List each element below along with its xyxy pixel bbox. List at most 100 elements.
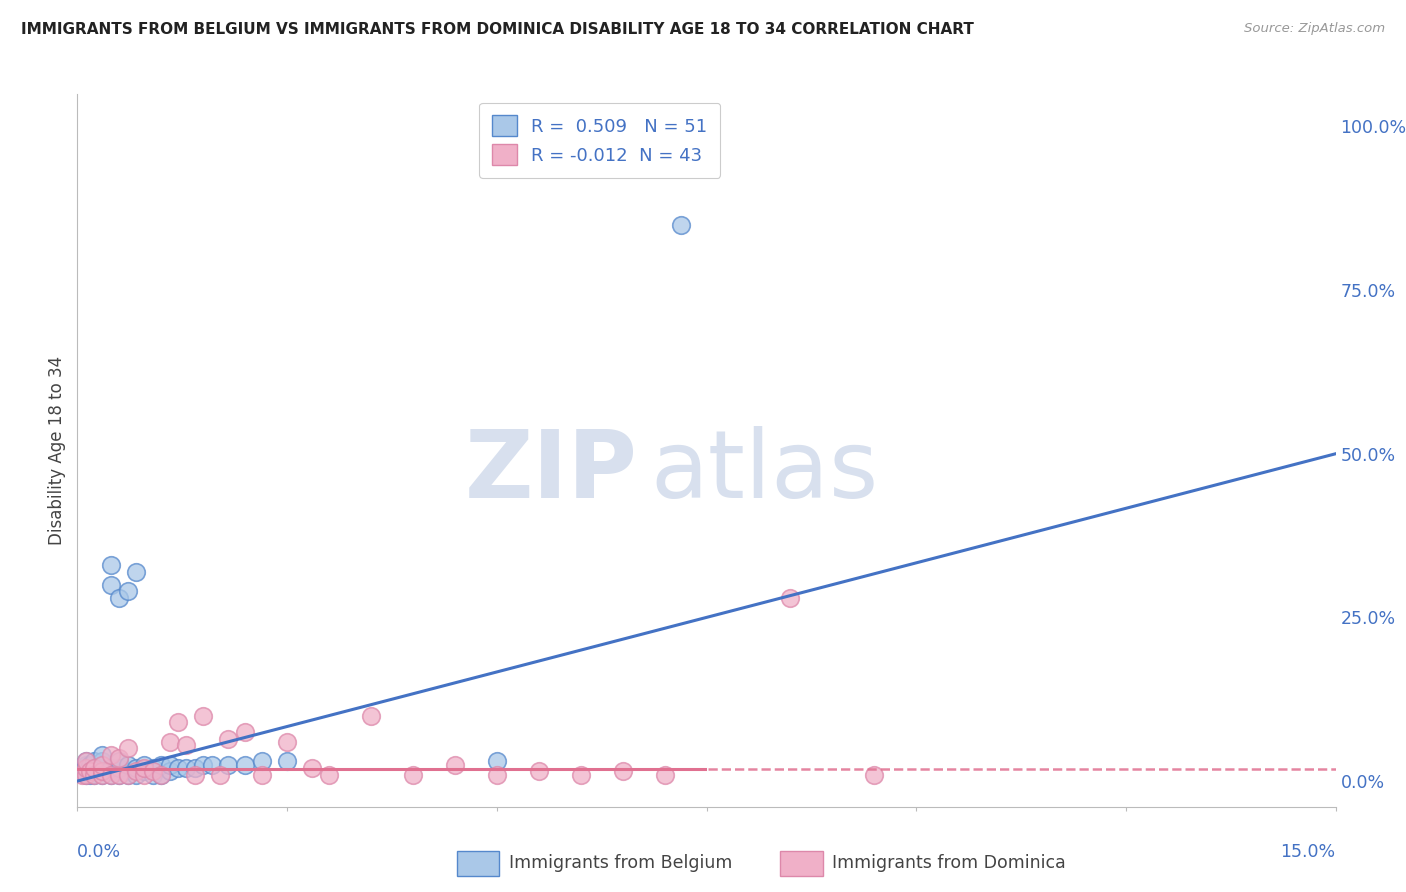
Point <box>167 715 190 730</box>
Point <box>208 767 231 781</box>
Point <box>125 764 148 779</box>
Point <box>83 767 105 781</box>
Point <box>70 767 93 781</box>
Point <box>134 757 156 772</box>
Text: atlas: atlas <box>650 425 879 518</box>
Point <box>76 764 98 779</box>
Point <box>217 731 239 746</box>
Point <box>176 738 198 752</box>
Point <box>402 767 425 781</box>
Point <box>142 764 165 779</box>
Point <box>91 767 114 781</box>
Point <box>250 767 273 781</box>
Point <box>83 761 105 775</box>
Point <box>485 767 508 781</box>
Point <box>79 757 101 772</box>
Point <box>217 757 239 772</box>
Point <box>276 735 298 749</box>
Point <box>654 767 676 781</box>
Point <box>87 761 110 775</box>
Point <box>100 558 122 572</box>
Point <box>91 764 114 779</box>
Text: ZIP: ZIP <box>464 425 637 518</box>
Text: IMMIGRANTS FROM BELGIUM VS IMMIGRANTS FROM DOMINICA DISABILITY AGE 18 TO 34 CORR: IMMIGRANTS FROM BELGIUM VS IMMIGRANTS FR… <box>21 22 974 37</box>
Point <box>91 747 114 762</box>
Point <box>79 764 101 779</box>
Point <box>75 755 97 769</box>
Point <box>134 761 156 775</box>
Point <box>84 764 107 779</box>
Point <box>117 584 139 599</box>
Point <box>184 767 207 781</box>
Point <box>91 767 114 781</box>
Point <box>75 757 97 772</box>
Point <box>301 761 323 775</box>
Point <box>91 755 114 769</box>
Point <box>200 757 222 772</box>
Point <box>863 767 886 781</box>
Point <box>83 767 105 781</box>
Point <box>142 761 165 775</box>
Point <box>73 761 96 775</box>
Point <box>150 767 173 781</box>
Point <box>75 761 97 775</box>
Point <box>569 767 592 781</box>
Legend: R =  0.509   N = 51, R = -0.012  N = 43: R = 0.509 N = 51, R = -0.012 N = 43 <box>479 103 720 178</box>
Point <box>108 767 131 781</box>
Point <box>779 591 801 605</box>
Point <box>83 761 105 775</box>
Text: Source: ZipAtlas.com: Source: ZipAtlas.com <box>1244 22 1385 36</box>
Point <box>150 767 173 781</box>
Point <box>167 761 190 775</box>
Point <box>134 764 156 779</box>
Point <box>485 755 508 769</box>
Point <box>125 761 148 775</box>
Point <box>75 755 97 769</box>
Point <box>612 764 634 779</box>
Point <box>125 565 148 579</box>
Point <box>191 708 215 723</box>
Point <box>70 764 93 779</box>
Point <box>100 767 122 781</box>
Point <box>91 764 114 779</box>
Point <box>91 761 114 775</box>
Point <box>100 577 122 591</box>
Point <box>527 764 550 779</box>
Point <box>184 761 207 775</box>
Point <box>75 767 97 781</box>
Point <box>108 755 131 769</box>
Point <box>100 761 122 775</box>
Point <box>108 767 131 781</box>
Text: 15.0%: 15.0% <box>1281 843 1336 861</box>
Point <box>108 751 131 765</box>
Point <box>276 755 298 769</box>
Point <box>191 757 215 772</box>
Point <box>91 757 114 772</box>
Point <box>159 764 181 779</box>
Point <box>444 757 467 772</box>
Point <box>250 755 273 769</box>
Point <box>233 757 256 772</box>
Point <box>176 761 198 775</box>
Y-axis label: Disability Age 18 to 34: Disability Age 18 to 34 <box>48 356 66 545</box>
Point <box>125 767 148 781</box>
Text: Immigrants from Dominica: Immigrants from Dominica <box>832 855 1066 872</box>
Point <box>79 767 101 781</box>
Text: 0.0%: 0.0% <box>77 843 121 861</box>
Point <box>83 755 105 769</box>
Point <box>117 767 139 781</box>
Point <box>117 757 139 772</box>
Point <box>360 708 382 723</box>
Point <box>117 741 139 756</box>
Point <box>142 767 165 781</box>
Point <box>233 725 256 739</box>
Point <box>100 747 122 762</box>
Point <box>117 767 139 781</box>
Point <box>134 767 156 781</box>
Point <box>159 757 181 772</box>
Point <box>75 767 97 781</box>
Point <box>108 591 131 605</box>
Point <box>318 767 340 781</box>
Point <box>159 735 181 749</box>
Point <box>108 761 131 775</box>
